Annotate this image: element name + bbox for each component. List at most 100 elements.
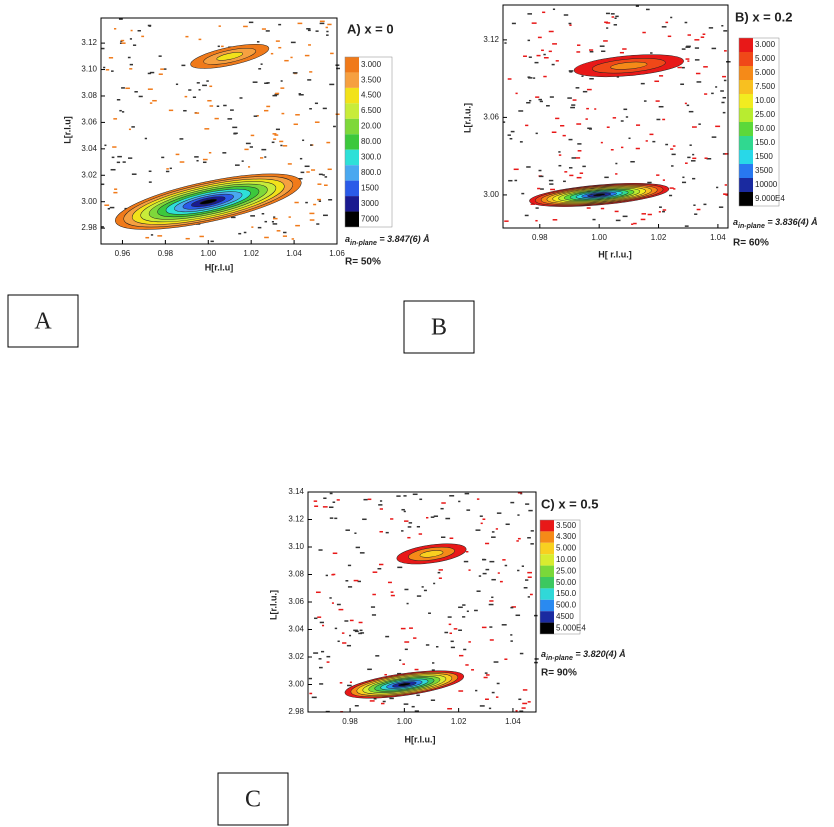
noise	[662, 118, 666, 121]
colorbar-swatch	[739, 136, 753, 150]
noise	[101, 226, 104, 228]
noise	[673, 188, 676, 190]
noise	[347, 586, 353, 588]
r-value: R= 90%	[541, 668, 577, 679]
noise	[692, 157, 697, 160]
noise	[216, 105, 220, 107]
noise	[401, 530, 404, 532]
noise	[413, 637, 417, 639]
noise	[111, 156, 115, 159]
noise	[694, 213, 698, 215]
noise	[223, 104, 227, 107]
noise	[322, 174, 325, 176]
noise	[684, 162, 688, 164]
noise	[332, 552, 338, 555]
noise	[491, 596, 494, 599]
noise	[322, 107, 327, 110]
noise	[179, 138, 184, 140]
noise	[723, 193, 726, 195]
noise	[266, 105, 271, 108]
x-tick-label: 0.98	[532, 233, 548, 242]
noise	[615, 15, 619, 18]
noise	[149, 102, 153, 104]
noise	[692, 153, 695, 156]
lattice-annotation: ain-plane = 3.847(6) Å	[345, 234, 430, 246]
noise	[669, 194, 673, 197]
noise	[519, 652, 524, 655]
noise	[435, 646, 439, 648]
noise	[148, 170, 152, 173]
noise	[656, 174, 660, 176]
noise	[526, 166, 531, 168]
noise	[535, 219, 538, 222]
colorbar-label: 80.00	[361, 137, 382, 146]
noise	[536, 54, 541, 57]
noise	[516, 540, 519, 542]
noise	[271, 220, 274, 223]
noise	[606, 27, 609, 29]
noise	[314, 121, 320, 123]
noise	[720, 90, 724, 92]
noise	[510, 640, 513, 642]
noise	[555, 117, 560, 120]
y-tick-label: 3.00	[288, 680, 304, 689]
noise	[438, 577, 442, 579]
noise	[369, 700, 375, 702]
x-tick-label: 1.00	[591, 233, 607, 242]
y-tick-label: 3.08	[288, 570, 304, 579]
noise	[349, 634, 352, 637]
noise	[158, 55, 162, 57]
noise	[433, 582, 436, 585]
noise	[576, 44, 581, 46]
noise	[165, 170, 170, 173]
noise	[336, 67, 341, 70]
noise	[243, 231, 247, 234]
noise	[708, 27, 714, 29]
noise	[696, 208, 701, 211]
noise	[546, 105, 550, 107]
noise	[670, 16, 673, 19]
noise	[408, 522, 413, 524]
noise	[334, 517, 338, 520]
noise	[527, 13, 533, 15]
panel-label: C	[245, 787, 261, 813]
noise	[104, 144, 107, 147]
noise	[582, 165, 586, 168]
noise	[382, 700, 386, 703]
noise	[347, 564, 352, 567]
noise	[684, 21, 688, 24]
noise	[314, 102, 319, 105]
noise	[119, 109, 122, 112]
noise	[431, 669, 435, 671]
noise	[329, 83, 335, 86]
noise	[401, 508, 405, 511]
noise	[589, 77, 594, 80]
noise	[462, 616, 466, 618]
noise	[493, 661, 499, 663]
noise	[615, 162, 618, 165]
x-tick-label: 1.04	[710, 233, 726, 242]
noise	[576, 176, 582, 179]
noise	[339, 682, 343, 684]
y-tick-label: 3.14	[288, 487, 304, 496]
noise	[107, 207, 111, 210]
y-tick-label: 3.00	[483, 190, 499, 199]
noise	[206, 80, 209, 82]
contour-level	[199, 198, 217, 205]
noise	[440, 536, 446, 538]
colorbar-label: 800.0	[361, 168, 382, 177]
noise	[327, 23, 332, 26]
y-tick-label: 3.04	[81, 144, 97, 153]
noise	[257, 226, 262, 229]
noise	[414, 668, 419, 671]
noise	[354, 630, 359, 633]
noise	[271, 141, 275, 144]
noise	[273, 216, 276, 218]
y-tick-label: 3.04	[288, 625, 304, 634]
noise	[128, 157, 133, 159]
noise	[538, 98, 542, 101]
noise	[441, 502, 446, 504]
noise	[198, 89, 201, 91]
noise	[518, 110, 524, 112]
colorbar-swatch	[540, 599, 554, 612]
